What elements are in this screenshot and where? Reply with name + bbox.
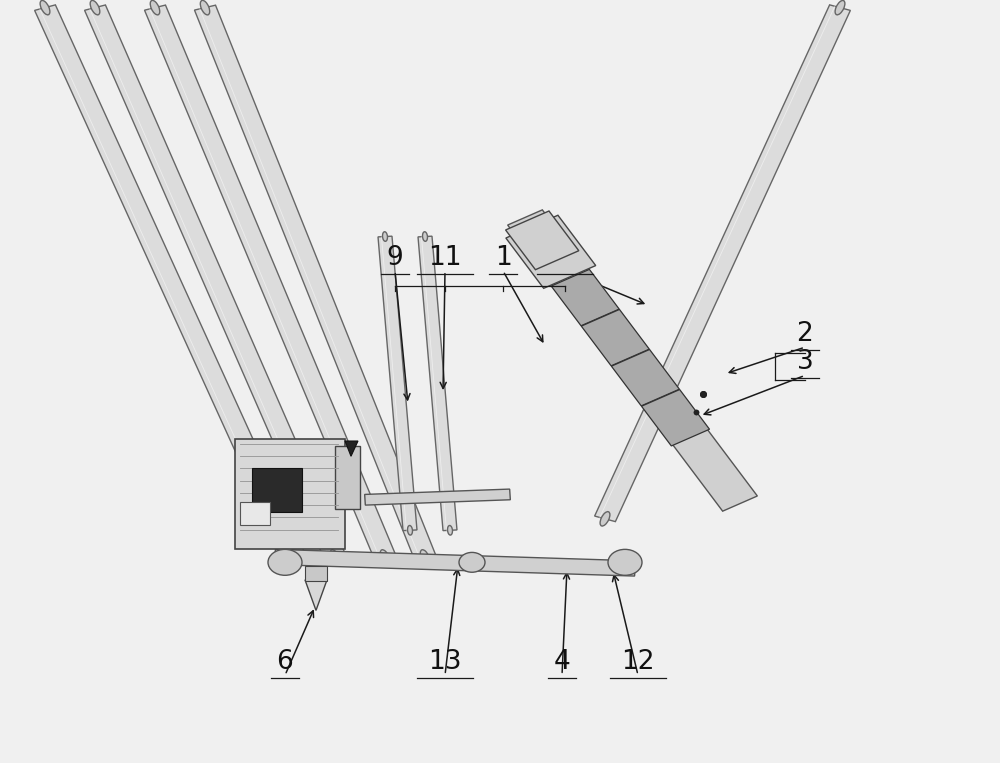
Polygon shape xyxy=(506,211,579,269)
Ellipse shape xyxy=(408,526,412,535)
Circle shape xyxy=(608,549,642,575)
Bar xyxy=(252,468,302,512)
Polygon shape xyxy=(275,549,635,576)
Circle shape xyxy=(459,552,485,572)
Ellipse shape xyxy=(90,1,100,14)
Ellipse shape xyxy=(290,550,300,564)
Ellipse shape xyxy=(835,1,845,14)
Text: 9: 9 xyxy=(387,245,403,271)
Polygon shape xyxy=(418,237,457,530)
Polygon shape xyxy=(595,5,850,522)
Text: 10: 10 xyxy=(548,245,582,271)
Ellipse shape xyxy=(380,549,390,565)
Ellipse shape xyxy=(150,0,160,15)
Polygon shape xyxy=(611,349,679,406)
Polygon shape xyxy=(581,310,649,365)
Circle shape xyxy=(268,549,302,575)
Polygon shape xyxy=(508,210,757,511)
Text: 11: 11 xyxy=(428,245,462,271)
Polygon shape xyxy=(345,441,358,456)
Polygon shape xyxy=(194,5,436,559)
Text: 1: 1 xyxy=(495,245,511,271)
Text: 13: 13 xyxy=(428,649,462,675)
Polygon shape xyxy=(305,580,327,610)
Text: 4: 4 xyxy=(554,649,570,675)
Polygon shape xyxy=(506,215,596,288)
Text: 12: 12 xyxy=(621,649,655,675)
Polygon shape xyxy=(378,237,417,530)
Ellipse shape xyxy=(600,512,610,526)
Ellipse shape xyxy=(40,1,50,14)
Ellipse shape xyxy=(330,550,340,564)
Polygon shape xyxy=(365,489,510,505)
Ellipse shape xyxy=(448,526,452,535)
Bar xyxy=(235,439,345,549)
Ellipse shape xyxy=(200,0,210,15)
Text: 6: 6 xyxy=(277,649,293,675)
Polygon shape xyxy=(145,5,395,559)
Ellipse shape xyxy=(383,232,387,241)
Ellipse shape xyxy=(420,549,430,565)
Polygon shape xyxy=(35,5,305,560)
Text: 2: 2 xyxy=(797,321,813,347)
Ellipse shape xyxy=(423,232,427,241)
Polygon shape xyxy=(85,5,345,559)
Polygon shape xyxy=(551,269,619,326)
Polygon shape xyxy=(641,390,710,446)
Bar xyxy=(335,446,360,509)
Bar xyxy=(305,566,327,581)
Text: 3: 3 xyxy=(797,349,813,375)
Bar xyxy=(240,502,270,525)
